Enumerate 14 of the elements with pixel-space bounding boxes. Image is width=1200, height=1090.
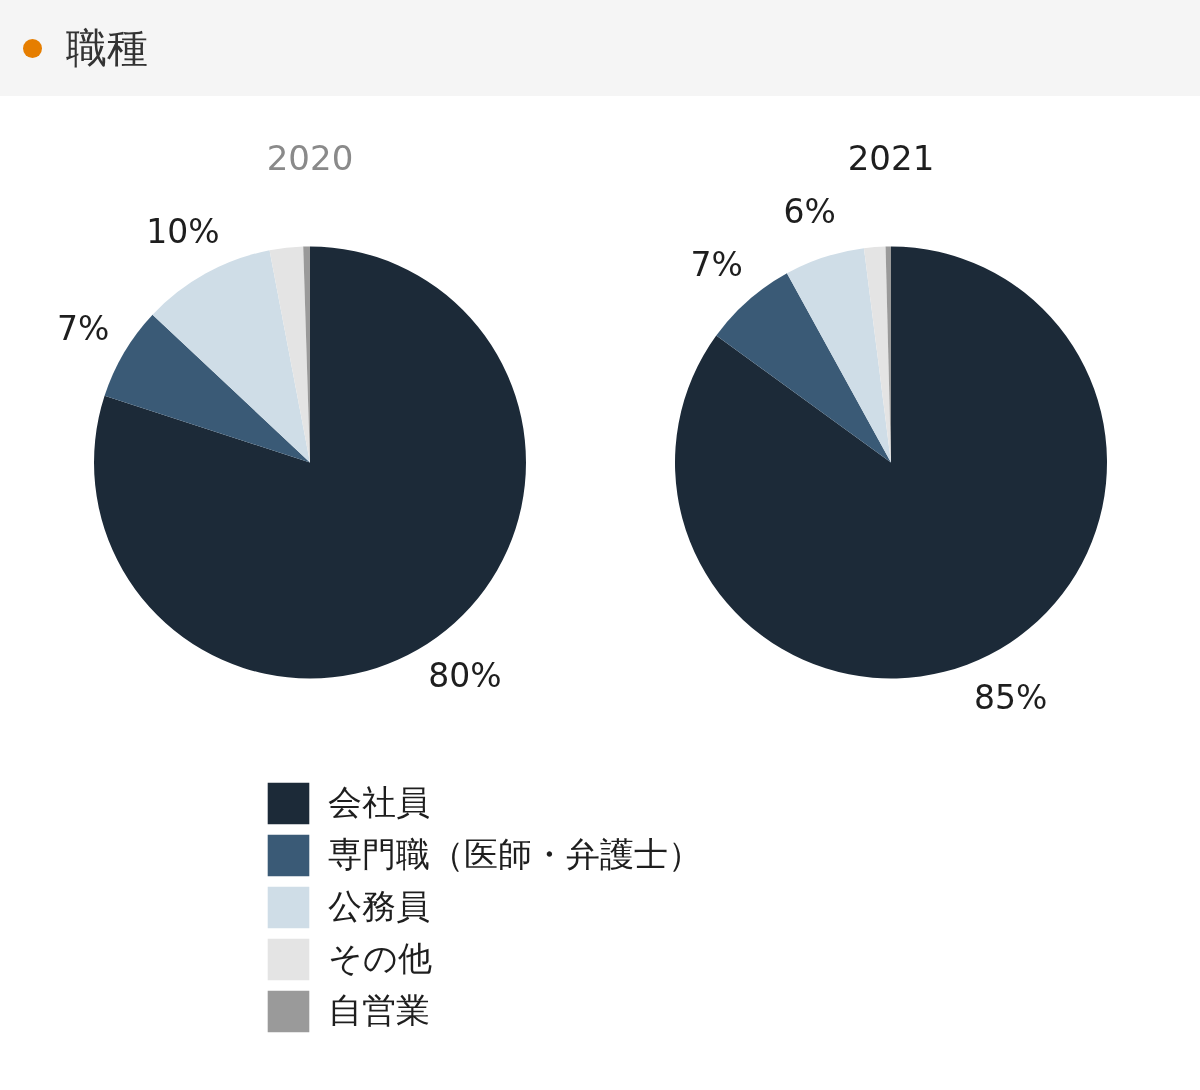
legend-label: 自営業 bbox=[328, 989, 430, 1032]
chart-title: 職種 bbox=[66, 23, 148, 72]
legend-label: 会社員 bbox=[328, 781, 430, 824]
legend-label: その他 bbox=[328, 937, 432, 980]
legend-label: 専門職（医師・弁護士） bbox=[328, 833, 702, 876]
slice-label: 2021 bbox=[847, 138, 935, 178]
data-label: 7% bbox=[690, 245, 743, 285]
data-label: 80% bbox=[428, 656, 502, 696]
legend-label: 公務員 bbox=[328, 885, 430, 928]
data-label: 10% bbox=[146, 212, 220, 252]
data-label: 6% bbox=[783, 192, 836, 232]
slice-label: 2020 bbox=[266, 138, 354, 178]
data-label: 7% bbox=[57, 308, 110, 348]
data-label: 85% bbox=[973, 677, 1048, 717]
